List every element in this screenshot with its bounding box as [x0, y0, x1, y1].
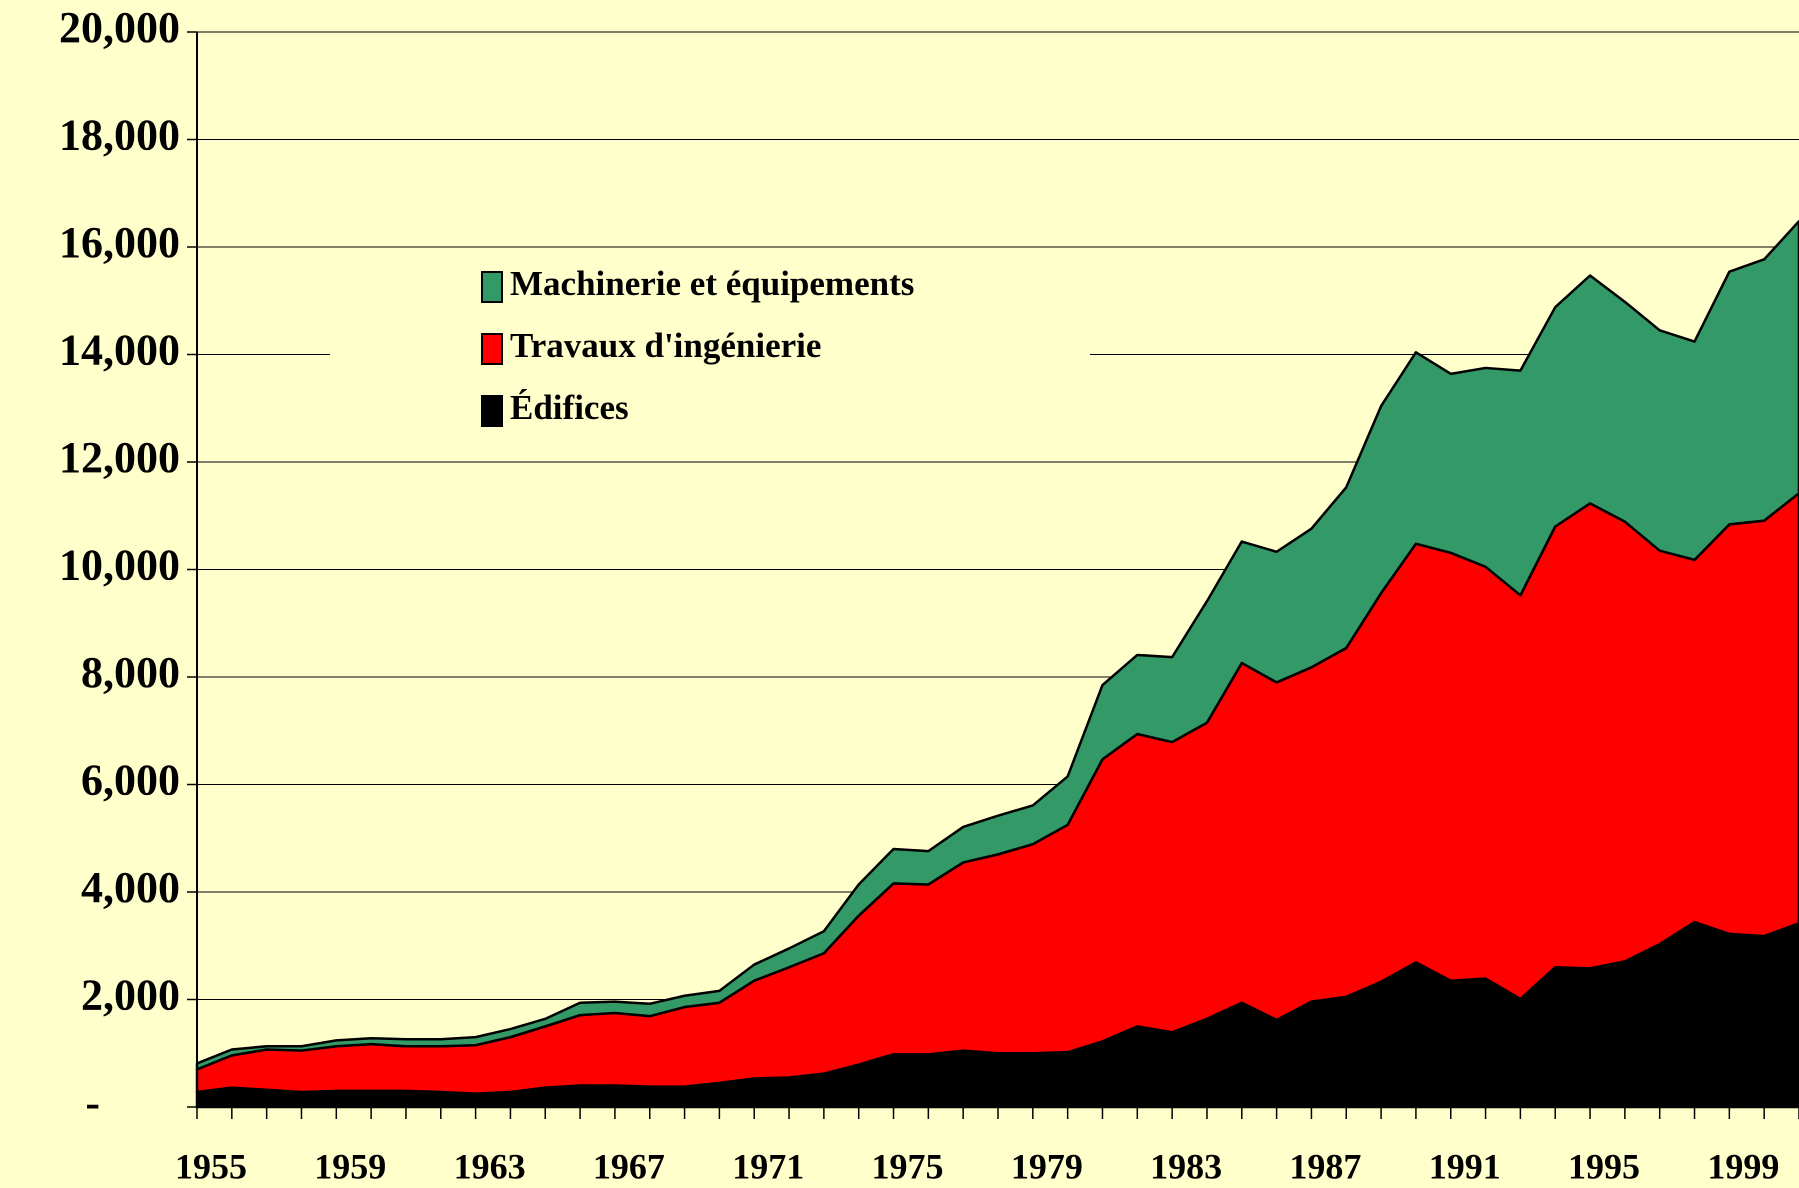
y-tick-label: 4,000: [81, 863, 180, 912]
x-tick-label: 1995: [1568, 1146, 1640, 1186]
legend-label: Édifices: [510, 388, 629, 427]
y-tick-label: 18,000: [59, 111, 180, 160]
legend-swatch: [481, 333, 503, 365]
x-tick-label: 1983: [1150, 1146, 1222, 1186]
x-tick-label: 1963: [454, 1146, 526, 1186]
legend-swatch: [481, 271, 503, 303]
x-tick-label: 1999: [1707, 1146, 1779, 1186]
area: [195, 219, 1799, 1071]
x-tick-label: 1955: [175, 1146, 247, 1186]
y-tick-label: 12,000: [59, 433, 180, 482]
x-tick-label: 1979: [1011, 1146, 1083, 1186]
legend-label: Machinerie et équipements: [510, 264, 914, 303]
y-tick-label: 14,000: [59, 326, 180, 375]
y-tick-label: 16,000: [59, 218, 180, 267]
y-tick-label: 20,000: [59, 3, 180, 52]
x-tick-label: 1971: [732, 1146, 804, 1186]
y-tick-label: 10,000: [59, 541, 180, 590]
x-tick-label: 1975: [872, 1146, 944, 1186]
x-tick-label: 1967: [593, 1146, 665, 1186]
legend-label: Travaux d'ingénierie: [510, 326, 821, 365]
legend-swatch: [481, 395, 503, 427]
y-tick-label: 6,000: [81, 756, 180, 805]
x-tick-label: 1959: [314, 1146, 386, 1186]
x-tick-label: 1987: [1289, 1146, 1361, 1186]
y-tick-label: -: [85, 1078, 100, 1127]
y-tick-label: 8,000: [81, 648, 180, 697]
y-tick-label: 2,000: [81, 971, 180, 1020]
x-tick-label: 1991: [1429, 1146, 1501, 1186]
legend-box: [330, 250, 1090, 448]
